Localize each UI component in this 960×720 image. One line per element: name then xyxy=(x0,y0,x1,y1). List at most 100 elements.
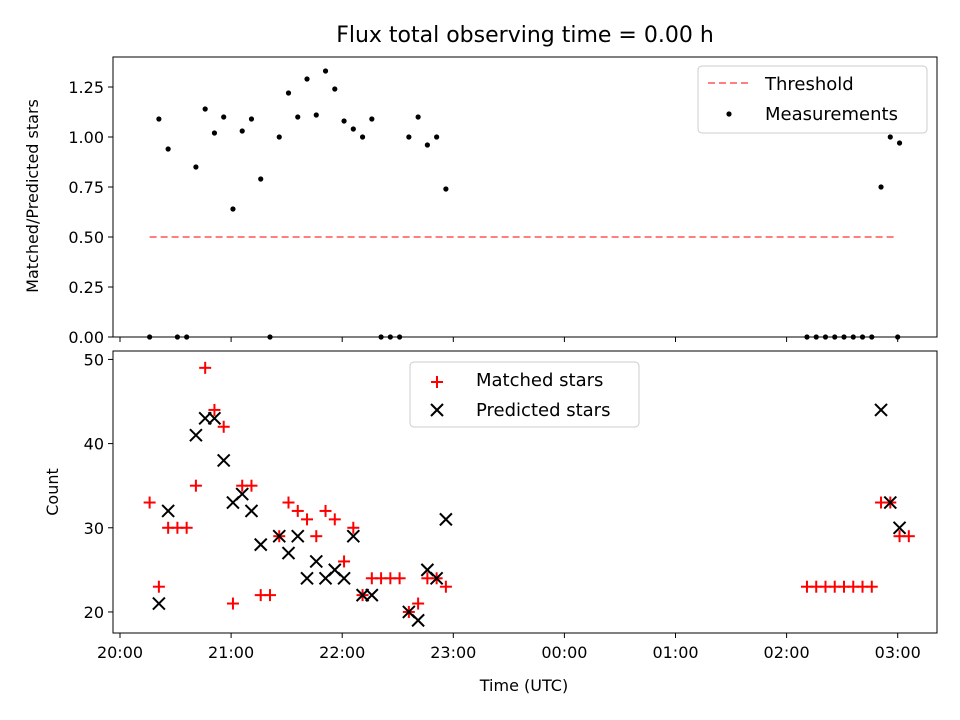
top-y-tick-label: 0.50 xyxy=(68,228,104,247)
predicted-star-point xyxy=(411,613,425,628)
bottom-x-tick-label: 03:00 xyxy=(875,643,921,662)
measurement-point xyxy=(221,114,227,120)
matched-star-point xyxy=(199,361,212,374)
predicted-star-point xyxy=(207,411,222,426)
matched-legend-label: Matched stars xyxy=(476,370,603,391)
measurement-point xyxy=(304,76,310,82)
predicted-star-point xyxy=(216,453,231,468)
matched-star-point xyxy=(902,530,915,543)
measurement-point xyxy=(276,134,282,140)
matched-star-point xyxy=(291,504,304,517)
x-axis-label: Time (UTC) xyxy=(479,676,568,695)
measurement-point xyxy=(341,118,347,124)
measurements-legend-label: Measurements xyxy=(765,104,898,125)
bottom-y-tick-label: 30 xyxy=(84,519,104,538)
measurement-point xyxy=(406,134,412,140)
predicted-star-point xyxy=(883,495,898,510)
predicted-star-point xyxy=(892,521,907,535)
top-y-tick-label: 0.25 xyxy=(68,278,104,297)
matched-star-point xyxy=(439,580,452,593)
matched-star-point xyxy=(152,580,165,593)
measurement-point xyxy=(211,130,218,136)
matched-star-point xyxy=(347,521,360,534)
matched-star-point xyxy=(338,555,351,568)
matched-star-point xyxy=(217,420,230,433)
measurement-point xyxy=(415,114,421,120)
measurement-point xyxy=(424,142,430,148)
measurement-point xyxy=(239,128,245,134)
predicted-star-point xyxy=(337,571,351,585)
measurement-point xyxy=(322,68,329,74)
top-y-tick-label: 1.00 xyxy=(68,128,104,147)
matched-star-point xyxy=(328,513,341,526)
predicted-star-point xyxy=(244,504,259,518)
predicted-star-point xyxy=(439,512,453,527)
predicted-star-point xyxy=(309,554,323,569)
matched-star-point xyxy=(412,597,425,610)
matched-star-point xyxy=(865,580,878,593)
predicted-star-point xyxy=(235,487,249,501)
matched-star-point xyxy=(393,572,406,585)
matched-star-point xyxy=(263,589,276,602)
bottom-x-tick-label: 02:00 xyxy=(764,643,810,662)
measurement-point xyxy=(230,206,236,212)
matched-star-point xyxy=(180,521,193,534)
measurement-point xyxy=(156,116,162,122)
top-axes-frame xyxy=(112,56,938,338)
bottom-x-tick-label: 23:00 xyxy=(430,643,476,662)
chart-title: Flux total observing time = 0.00 h xyxy=(336,23,714,48)
matched-legend-swatch xyxy=(431,376,443,388)
bottom-x-tick-label: 00:00 xyxy=(541,643,587,662)
bottom-y-tick-label: 40 xyxy=(84,435,104,454)
matched-star-point xyxy=(226,597,239,610)
bottom-plot-area: 20 30 40 50 20:00 21:00 22:00 23:00 00:00 01:00 02… xyxy=(84,350,938,662)
predicted-star-point xyxy=(189,428,203,442)
predicted-star-point xyxy=(365,588,379,602)
top-legend: Threshold Measurements xyxy=(697,65,928,134)
bottom-y-axis-label: Count xyxy=(43,468,62,516)
bottom-x-tick-label: 20:00 xyxy=(97,643,143,662)
bottom-x-tick-label: 21:00 xyxy=(208,643,254,662)
predicted-star-point xyxy=(300,571,314,585)
bottom-axes-frame xyxy=(112,350,938,634)
measurement-point xyxy=(165,146,171,152)
top-plot-area: 0.00 0.25 0.50 0.75 1.00 1.25 xyxy=(68,56,938,347)
measurement-point xyxy=(350,126,356,132)
top-y-tick-label: 1.25 xyxy=(68,78,104,97)
predicted-star-point xyxy=(161,504,175,518)
matched-star-point xyxy=(310,530,323,543)
measurement-point xyxy=(332,86,338,92)
bottom-legend: Matched stars Predicted stars xyxy=(409,361,640,428)
matched-star-point xyxy=(282,496,295,509)
measurement-point xyxy=(369,116,375,122)
measurement-point xyxy=(313,112,319,118)
top-legend-frame xyxy=(697,65,928,134)
measurement-point xyxy=(285,90,292,96)
threshold-legend-label: Threshold xyxy=(764,74,854,95)
measurement-point xyxy=(896,140,903,146)
predicted-star-point xyxy=(346,529,361,543)
measurement-point xyxy=(202,106,208,112)
predicted-star-point xyxy=(272,529,286,543)
measurement-point xyxy=(295,114,301,120)
measurement-point xyxy=(887,134,893,140)
measurement-point xyxy=(193,164,199,170)
matched-star-point xyxy=(189,479,202,492)
top-y-axis-label: Matched/Predicted stars xyxy=(23,99,42,293)
predicted-star-point xyxy=(429,571,444,585)
top-y-tick-label: 0.75 xyxy=(68,178,104,197)
predicted-star-point xyxy=(152,596,166,611)
measurement-point xyxy=(443,186,449,192)
measurement-point xyxy=(878,184,884,190)
bottom-x-tick-label: 01:00 xyxy=(652,643,698,662)
measurements-legend-swatch xyxy=(726,111,732,117)
predicted-star-point xyxy=(874,403,888,417)
predicted-star-point xyxy=(254,537,268,552)
matched-star-point xyxy=(245,479,258,492)
measurement-point xyxy=(258,176,264,182)
predicted-star-point xyxy=(291,529,305,543)
predicted-star-point xyxy=(281,546,296,560)
predicted-legend-swatch xyxy=(430,403,444,417)
bottom-y-tick-label: 20 xyxy=(84,603,104,622)
